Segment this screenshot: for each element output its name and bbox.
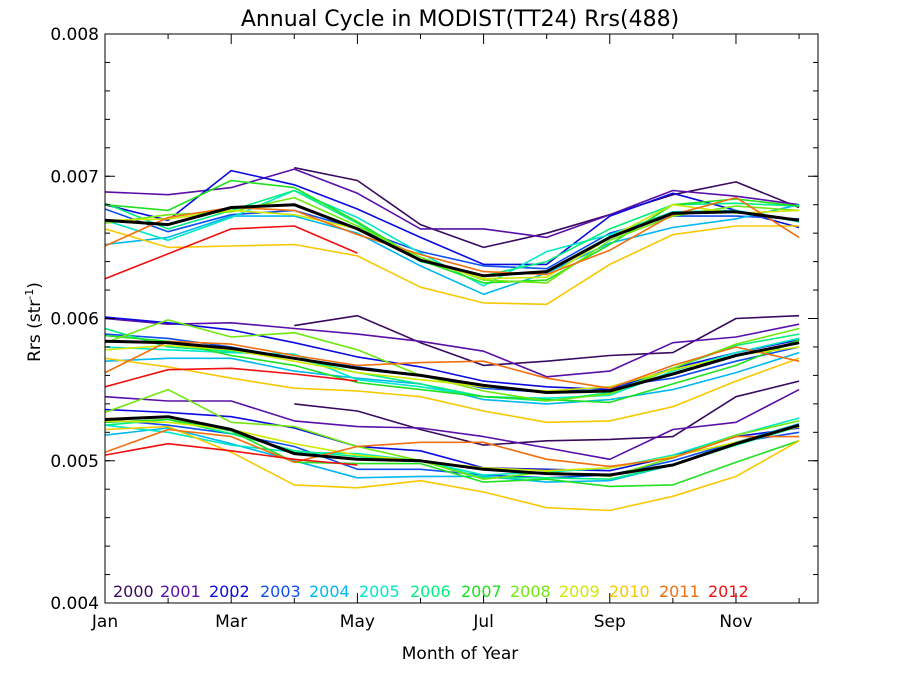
legend-item-2005: 2005 [359, 582, 400, 601]
x-tick-label: May [340, 612, 375, 632]
series-line-2007-1 [104, 179, 800, 284]
y-axis-label: Rrs (str-1) [23, 282, 45, 362]
legend-item-2009: 2009 [559, 582, 600, 601]
series-line-mean-3 [104, 415, 800, 477]
x-tick-label: Mar [215, 612, 247, 632]
series-line-2012-2 [104, 367, 358, 388]
legend-item-2003: 2003 [260, 582, 301, 601]
series-line-2011-3 [104, 428, 800, 468]
legend-item-2011: 2011 [659, 582, 700, 601]
x-axis-label: Month of Year [402, 644, 518, 664]
legend-item-2001: 2001 [160, 582, 201, 601]
series-line-2004-1 [104, 203, 800, 296]
legend-item-2008: 2008 [510, 582, 551, 601]
y-tick-label: 0.005 [50, 452, 99, 472]
series-line-2012-1 [104, 225, 358, 280]
series-line-2002-2 [104, 316, 800, 391]
series-line-2000-1 [294, 166, 800, 249]
series-line-2010-1 [104, 225, 800, 306]
plot-lines [104, 166, 800, 512]
legend-item-2007: 2007 [461, 582, 502, 601]
series-line-mean-1 [104, 203, 800, 278]
x-tick-label: Jan [91, 612, 118, 632]
legend-item-2012: 2012 [708, 582, 749, 601]
y-tick-label: 0.007 [50, 167, 99, 187]
series-line-2007-2 [104, 334, 800, 404]
x-tick-label: Nov [719, 612, 752, 632]
series-line-2009-2 [104, 344, 800, 392]
series-line-2003-1 [104, 208, 800, 270]
series-line-2010-2 [104, 357, 800, 424]
y-axis-label-superscript: -1 [23, 289, 36, 300]
x-tick-label: Jul [472, 612, 494, 632]
series-line-2000-3 [294, 380, 800, 446]
series-line-2010-3 [104, 425, 800, 512]
legend-item-2010: 2010 [609, 582, 650, 601]
series-line-2002-1 [104, 169, 800, 266]
legend: 2000 2001 2002 2003 2004 2005 2006 2007 2008 2009… [113, 582, 749, 601]
series-line-2011-2 [104, 340, 800, 390]
series-line-2001-2 [104, 317, 800, 378]
series-line-2001-3 [104, 388, 800, 461]
series-line-2012-3 [104, 442, 358, 466]
y-tick-label: 0.004 [50, 594, 99, 614]
series-line-2000-2 [294, 314, 800, 367]
y-axis-label-main: Rrs (str [25, 300, 45, 362]
y-axis-label-close: ) [25, 282, 45, 289]
y-tick-label: 0.008 [50, 25, 99, 45]
y-tick-label: 0.006 [50, 310, 99, 330]
legend-item-2006: 2006 [410, 582, 451, 601]
series-line-mean-2 [104, 339, 800, 394]
x-tick-label: Sep [594, 612, 626, 632]
series-line-2005-3 [104, 417, 800, 476]
legend-item-2000: 2000 [113, 582, 154, 601]
series-line-2001-1 [104, 168, 800, 239]
legend-item-2002: 2002 [209, 582, 250, 601]
legend-item-2004: 2004 [309, 582, 350, 601]
chart-title: Annual Cycle in MODIST(TT24) Rrs(488) [241, 7, 679, 32]
axes: 0.004 0.005 0.006 0.007 0.008 Jan Mar May Jul Sep… [50, 25, 819, 632]
